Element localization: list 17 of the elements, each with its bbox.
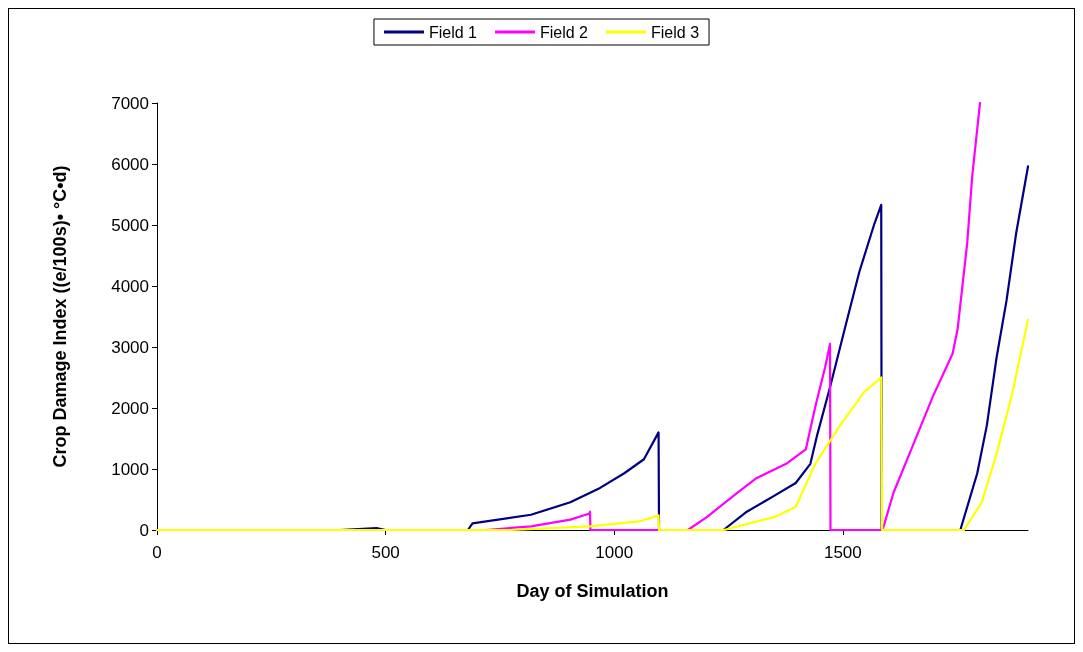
y-tick-label: 0 [139,520,149,540]
x-axis-title: Day of Simulation [516,581,669,601]
y-axis-title: Crop Damage Index ((e/100s)• °C•d) [50,165,70,468]
legend-label: Field 3 [651,23,700,41]
x-tick-label: 0 [152,543,162,562]
legend-label: Field 1 [428,23,478,41]
y-tick-label: 5000 [111,215,149,235]
y-tick-label: 6000 [111,154,149,174]
y-tick-label: 4000 [111,276,149,296]
y-tick-label: 1000 [111,459,149,479]
x-tick-label: 1000 [595,543,634,562]
x-tick-label: 1500 [823,543,862,562]
x-tick-label: 500 [371,543,400,562]
y-tick-label: 7000 [111,93,149,113]
y-tick-label: 3000 [111,337,149,357]
legend-label: Field 2 [539,23,589,41]
y-tick-label: 2000 [111,398,149,418]
